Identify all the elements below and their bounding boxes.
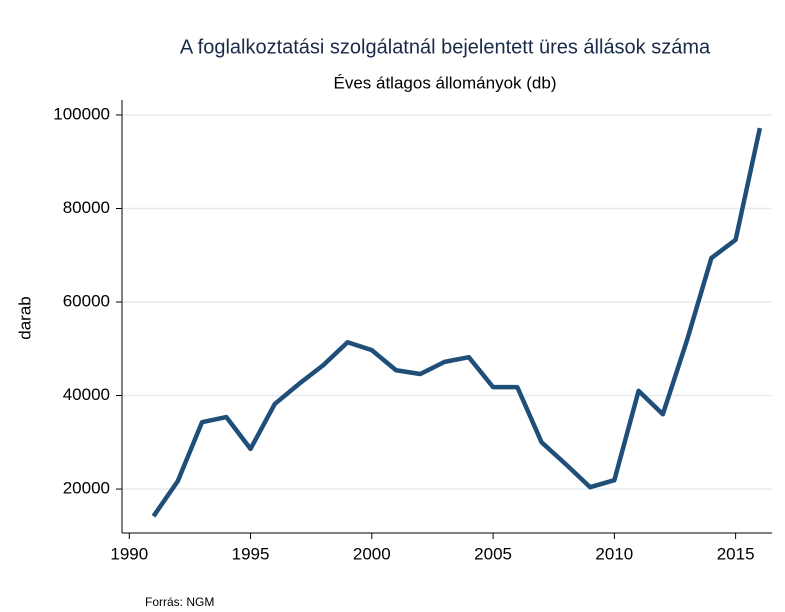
y-tick-label: 20000: [63, 479, 110, 498]
y-tick-label: 60000: [63, 291, 110, 310]
x-tick-label: 1995: [232, 544, 270, 563]
source-note: Forrás: NGM: [145, 595, 214, 609]
chart-subtitle: Éves átlagos állományok (db): [333, 73, 556, 92]
x-tick-label: 2005: [474, 544, 512, 563]
x-tick-label: 2000: [353, 544, 391, 563]
y-tick-label: 40000: [63, 385, 110, 404]
x-tick-label: 2015: [717, 544, 755, 563]
y-axis-label: darab: [15, 296, 34, 339]
x-tick-label: 2010: [595, 544, 633, 563]
y-tick-label: 100000: [53, 104, 110, 123]
chart-title: A foglalkoztatási szolgálatnál bejelente…: [180, 36, 711, 58]
x-tick-label: 1990: [110, 544, 148, 563]
data-line: [151, 127, 763, 518]
y-tick-label: 80000: [63, 198, 110, 217]
